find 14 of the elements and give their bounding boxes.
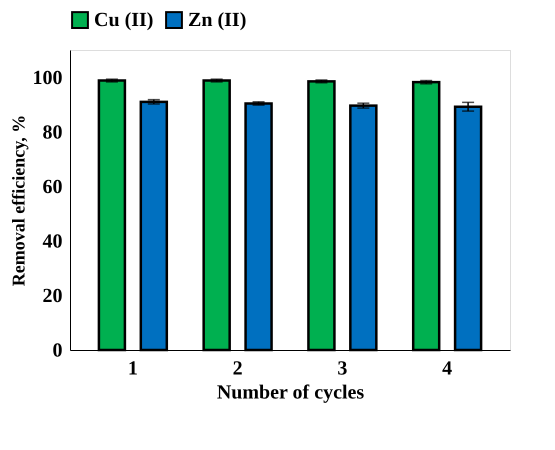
x-tick-label: 3	[337, 358, 348, 380]
legend-label: Cu (II)	[94, 9, 154, 32]
legend-label: Zn (II)	[188, 9, 246, 32]
x-axis-title: Number of cycles	[216, 382, 364, 404]
x-tick-label: 4	[442, 358, 452, 380]
x-tick-label: 2	[232, 358, 243, 380]
y-axis-title: Removal efficiency, %	[8, 114, 28, 286]
y-tick-label: 60	[42, 176, 62, 198]
y-tick-label: 100	[32, 66, 62, 89]
y-tick-label: 0	[52, 340, 62, 362]
y-tick-label: 40	[42, 230, 62, 252]
y-tick-label: 20	[42, 284, 62, 307]
y-tick-label: 80	[42, 121, 62, 144]
x-tick-label: 1	[128, 358, 138, 380]
